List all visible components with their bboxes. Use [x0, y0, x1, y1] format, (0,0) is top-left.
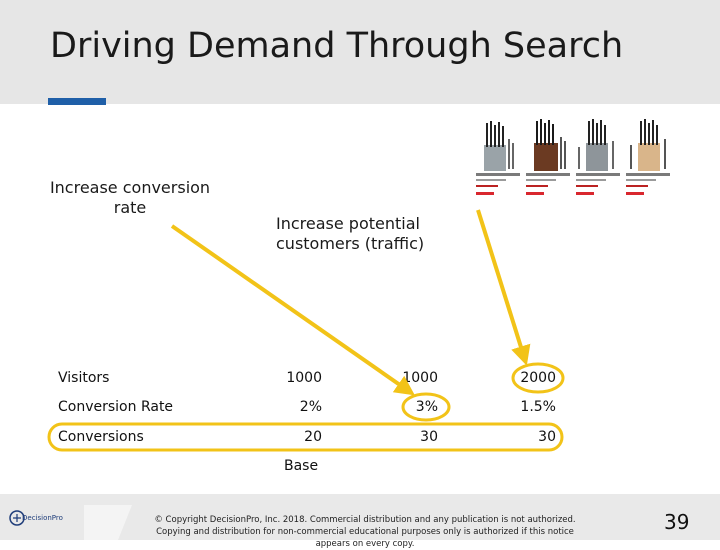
table-cell: 30	[538, 429, 556, 445]
footer-stripe-graphic	[84, 505, 132, 540]
table-cell: 2%	[299, 399, 322, 415]
table-cell: 1.5%	[520, 399, 556, 415]
product-thumbnail	[524, 113, 572, 205]
label-increase-traffic: Increase potential customers (traffic)	[276, 214, 425, 253]
logo-text: DecisionPro	[22, 514, 63, 522]
row-label-visitors: Visitors	[58, 370, 110, 386]
row-label-conversion-rate: Conversion Rate	[58, 399, 174, 415]
base-label: Base	[284, 458, 319, 474]
header-band	[0, 0, 720, 104]
product-thumbnail	[474, 113, 522, 205]
table-cell: 1000	[402, 370, 438, 386]
table-cell: 3%	[415, 399, 438, 415]
title-accent-bar	[48, 98, 106, 105]
product-thumbnail	[624, 113, 672, 205]
knife-block-image	[484, 121, 514, 171]
product-thumbnails	[474, 113, 672, 205]
row-label-conversions: Conversions	[58, 429, 144, 445]
table-cell: 30	[420, 429, 438, 445]
table-cell: 20	[304, 429, 322, 445]
table-cell: 1000	[286, 370, 322, 386]
knife-block-image	[630, 119, 666, 171]
slide-title: Driving Demand Through Search	[50, 26, 624, 66]
copyright-notice: © Copyright DecisionPro, Inc. 2018. Comm…	[154, 515, 576, 549]
label-increase-conversion-rate: Increase conversion rate	[49, 178, 211, 217]
knife-block-image	[578, 119, 614, 171]
table-cell: 2000	[520, 370, 556, 386]
page-number: 39	[664, 510, 690, 534]
decisionpro-logo-icon	[9, 510, 25, 526]
product-thumbnail	[574, 113, 622, 205]
knife-block-image	[534, 119, 566, 171]
arrow-traffic-to-visitors	[476, 209, 531, 366]
